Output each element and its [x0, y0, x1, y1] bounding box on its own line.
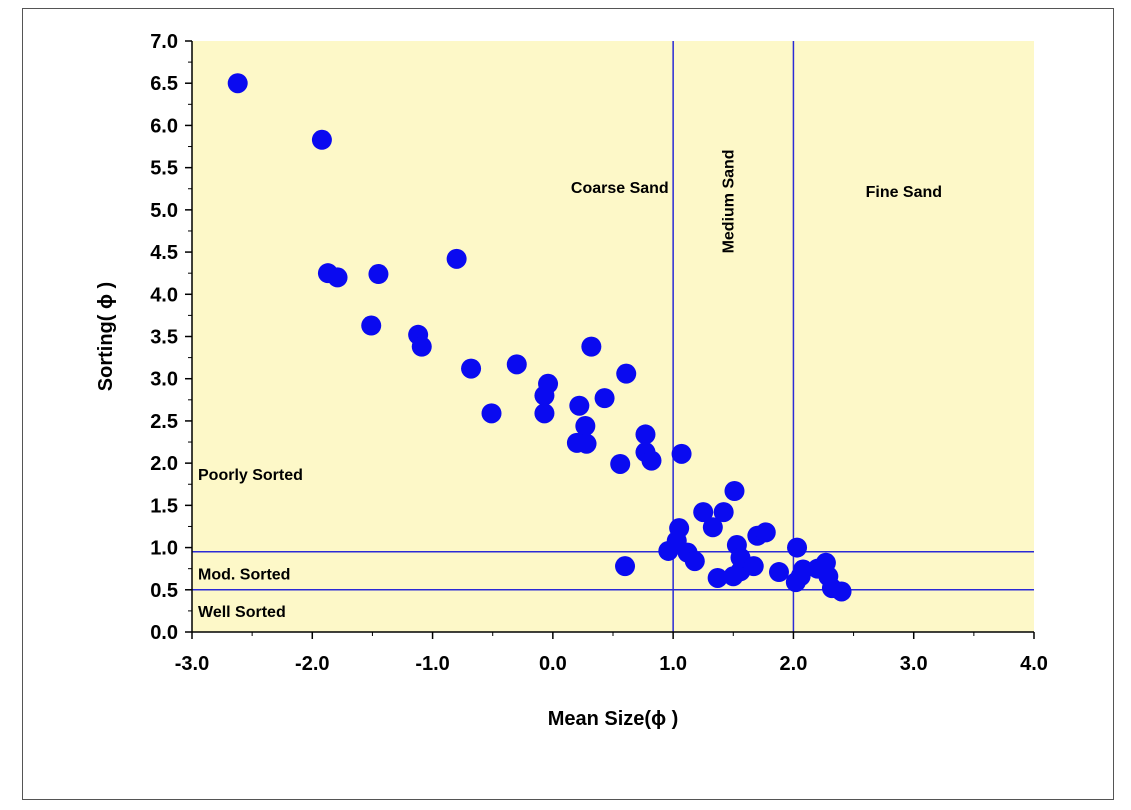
x-tick-label: 0.0	[539, 653, 567, 675]
data-point	[755, 522, 776, 543]
y-tick-label: 2.5	[150, 411, 178, 433]
data-point	[724, 481, 745, 502]
data-point	[368, 264, 389, 285]
x-tick-label: -1.0	[415, 653, 449, 675]
region-label-2: Medium Sand	[720, 149, 737, 253]
data-point	[684, 551, 705, 572]
region-label-4: Poorly Sorted	[198, 467, 303, 484]
y-tick-label: 3.0	[150, 369, 178, 391]
x-tick-label: -3.0	[175, 653, 209, 675]
data-point	[461, 358, 482, 379]
y-tick-label: 6.0	[150, 115, 178, 137]
data-point	[534, 403, 555, 424]
y-tick-label: 0.5	[150, 580, 178, 602]
y-tick-label: 3.5	[150, 327, 178, 349]
data-point	[311, 129, 332, 150]
data-point	[793, 559, 814, 580]
data-point	[581, 336, 602, 357]
data-point	[671, 443, 692, 464]
x-tick-label: 4.0	[1020, 653, 1048, 675]
y-axis-title: Sorting( ϕ )	[95, 282, 117, 391]
data-point	[576, 433, 597, 454]
data-point	[831, 581, 852, 602]
data-point	[594, 388, 615, 409]
data-point	[361, 315, 382, 336]
data-point	[615, 556, 636, 577]
y-tick-label: 4.0	[150, 284, 178, 306]
region-label-6: Well Sorted	[198, 604, 286, 621]
y-tick-label: 4.5	[150, 242, 178, 264]
data-point	[569, 395, 590, 416]
data-point	[446, 248, 467, 269]
plot-area	[192, 41, 1034, 632]
data-point	[713, 502, 734, 523]
data-point	[506, 354, 527, 375]
data-point	[534, 385, 555, 406]
y-tick-label: 2.0	[150, 453, 178, 475]
data-point	[693, 502, 714, 523]
x-axis-title: Mean Size(ϕ )	[548, 708, 679, 730]
region-label-5: Mod. Sorted	[198, 567, 290, 584]
x-tick-label: 1.0	[659, 653, 687, 675]
data-point	[227, 73, 248, 94]
data-point	[411, 336, 432, 357]
data-point	[707, 567, 728, 588]
data-point	[787, 537, 808, 558]
data-point	[616, 363, 637, 384]
data-point	[641, 450, 662, 471]
data-point	[610, 453, 631, 474]
region-label-1: Coarse Sand	[571, 180, 669, 197]
y-tick-label: 5.5	[150, 158, 178, 180]
data-points	[227, 73, 852, 602]
y-tick-label: 1.0	[150, 538, 178, 560]
y-tick-label: 0.0	[150, 622, 178, 644]
data-point	[327, 267, 348, 288]
data-point	[768, 562, 789, 583]
y-tick-label: 5.0	[150, 200, 178, 222]
data-point	[481, 403, 502, 424]
data-point	[702, 517, 723, 538]
region-label-3: Fine Sand	[866, 184, 942, 201]
region-labels: Coarse Sand Medium Sand Fine Sand Poorly So…	[198, 149, 942, 620]
data-point	[743, 556, 764, 577]
y-tick-label: 1.5	[150, 495, 178, 517]
data-point	[575, 415, 596, 436]
y-tick-label: 6.5	[150, 73, 178, 95]
ticks: -3.0 -2.0 -1.0 0.0 1.0 2.0 3.0 4.0 0.0 0.5 1.0 1.5 2…	[150, 31, 1048, 675]
x-tick-label: 2.0	[780, 653, 808, 675]
data-point	[635, 424, 656, 445]
x-tick-label: -2.0	[295, 653, 329, 675]
y-tick-label: 7.0	[150, 31, 178, 53]
x-tick-label: 3.0	[900, 653, 928, 675]
